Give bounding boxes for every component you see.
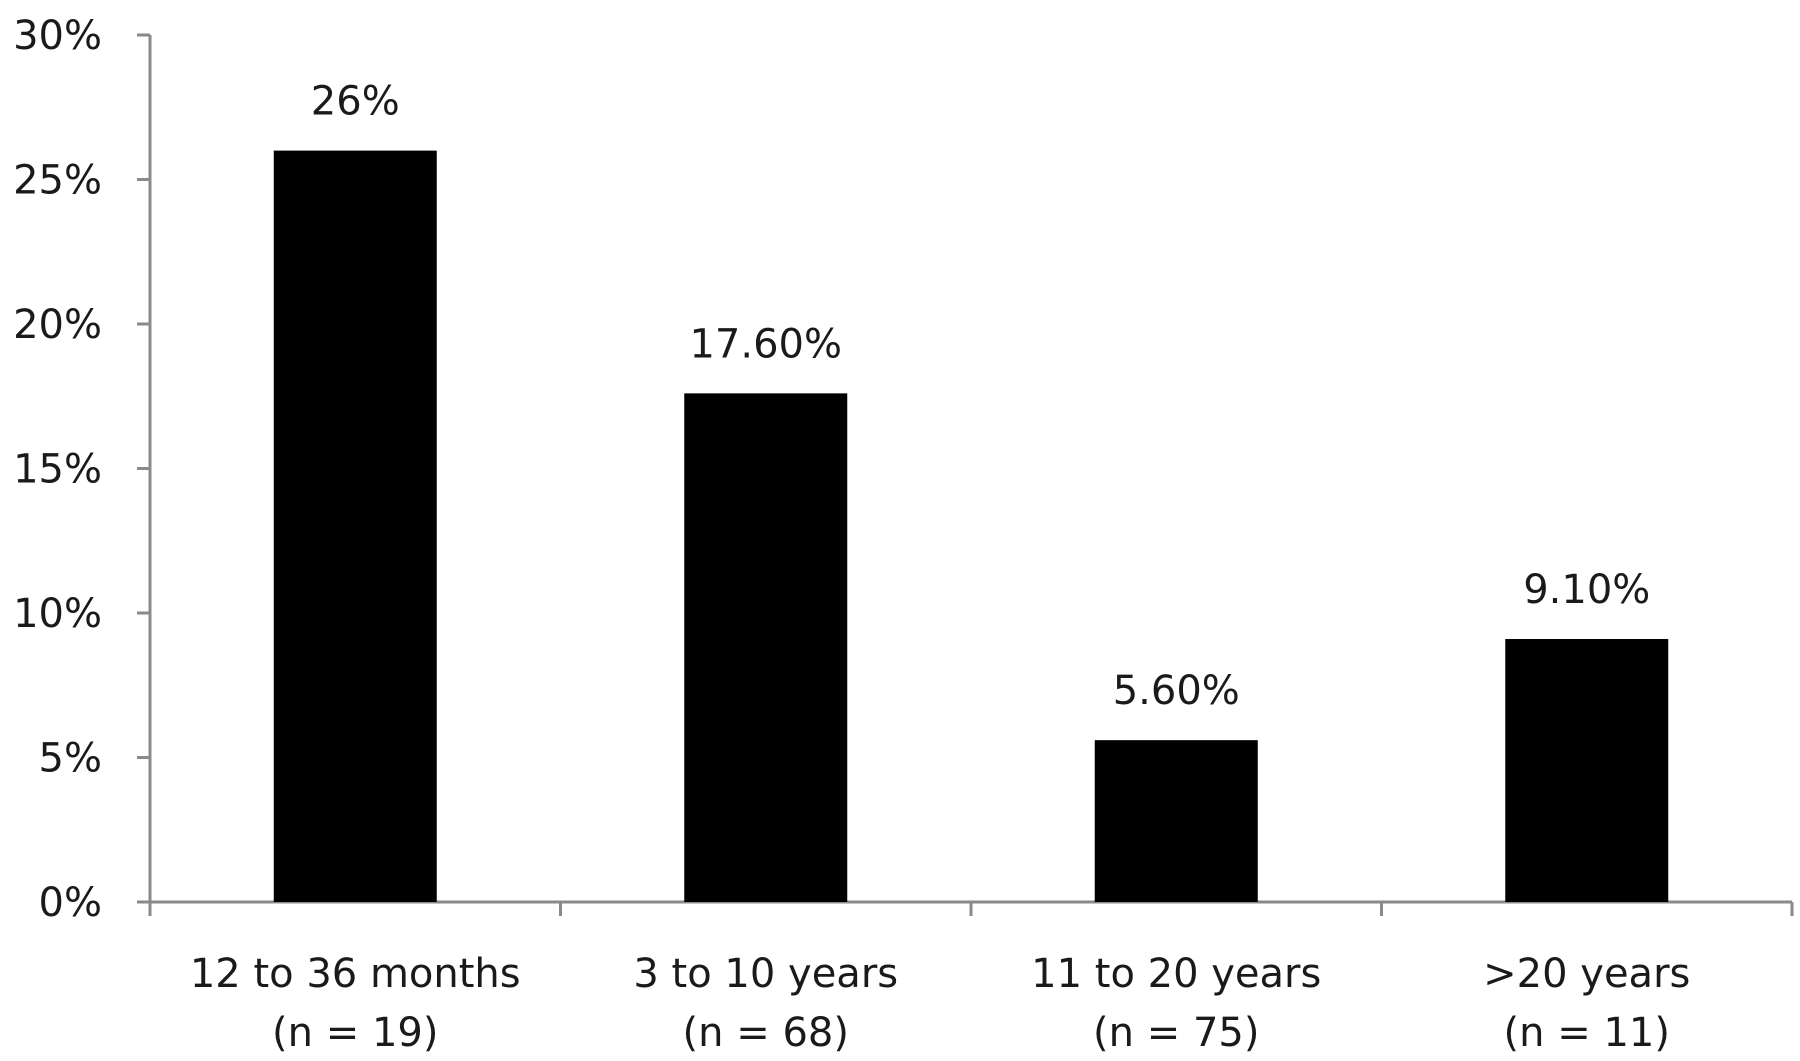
category-labels: 12 to 36 months (n = 19) 3 to 10 years (n =… bbox=[190, 951, 1690, 1056]
y-tick-label: 20% bbox=[13, 302, 102, 348]
y-tick-label: 15% bbox=[13, 447, 102, 493]
y-tick-label: 5% bbox=[39, 736, 102, 782]
category-sublabel: (n = 75) bbox=[1093, 1010, 1259, 1056]
category-sublabel: (n = 19) bbox=[272, 1010, 438, 1056]
bar bbox=[1505, 639, 1669, 902]
y-tick-label: 0% bbox=[39, 880, 102, 926]
bar bbox=[684, 393, 848, 902]
data-label: 17.60% bbox=[689, 321, 842, 367]
y-tick-label: 10% bbox=[13, 591, 102, 637]
bar bbox=[273, 150, 437, 903]
data-label: 9.10% bbox=[1523, 567, 1650, 613]
data-label: 5.60% bbox=[1113, 668, 1240, 714]
y-tick-label: 25% bbox=[13, 158, 102, 204]
bars bbox=[273, 150, 1669, 903]
y-axis: 0% 5% 10% 15% 20% 25% 30% bbox=[13, 13, 152, 926]
category-label: 11 to 20 years bbox=[1031, 951, 1321, 997]
y-tick-label: 30% bbox=[13, 13, 102, 59]
data-label: 26% bbox=[311, 79, 400, 125]
x-axis bbox=[148, 900, 1794, 916]
category-label: 12 to 36 months bbox=[190, 951, 521, 997]
category-label: 3 to 10 years bbox=[633, 951, 898, 997]
category-sublabel: (n = 68) bbox=[683, 1010, 849, 1056]
data-labels: 26% 17.60% 5.60% 9.10% bbox=[311, 79, 1650, 715]
category-label: >20 years bbox=[1483, 951, 1690, 997]
category-sublabel: (n = 11) bbox=[1504, 1010, 1670, 1056]
bar bbox=[1094, 740, 1258, 902]
